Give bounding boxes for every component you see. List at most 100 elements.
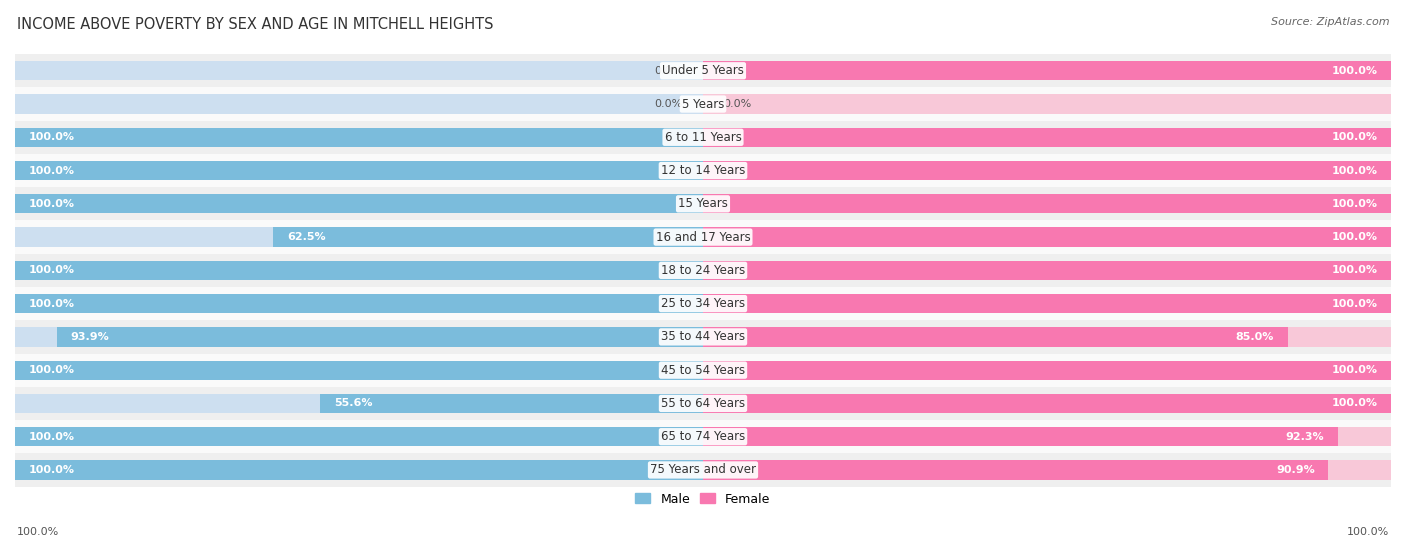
Bar (703, 361, 1391, 380)
Bar (703, 394, 1391, 413)
Text: 85.0%: 85.0% (1236, 332, 1274, 342)
Bar (15, 228, 703, 247)
Bar (703, 460, 1391, 480)
Bar (15, 194, 703, 214)
Text: 92.3%: 92.3% (1285, 432, 1324, 442)
Bar (703, 394, 1391, 413)
Bar (703, 194, 1391, 214)
Bar (703, 327, 1288, 347)
Text: 100.0%: 100.0% (28, 432, 75, 442)
Bar (15, 260, 703, 280)
Bar (15, 387, 1391, 420)
Bar (703, 161, 1391, 180)
Bar (703, 460, 1329, 480)
Bar (703, 94, 1391, 113)
Text: 90.9%: 90.9% (1275, 465, 1315, 475)
Bar (15, 121, 1391, 154)
Bar (15, 327, 703, 347)
Text: 35 to 44 Years: 35 to 44 Years (661, 330, 745, 343)
Bar (15, 220, 1391, 254)
Bar (703, 260, 1391, 280)
Text: 100.0%: 100.0% (28, 365, 75, 375)
Text: 45 to 54 Years: 45 to 54 Years (661, 364, 745, 377)
Text: 100.0%: 100.0% (28, 465, 75, 475)
Bar (703, 161, 1391, 180)
Bar (15, 394, 703, 413)
Bar (15, 127, 703, 147)
Bar (15, 427, 703, 446)
Bar (703, 61, 1391, 80)
Text: 15 Years: 15 Years (678, 197, 728, 210)
Text: 100.0%: 100.0% (1347, 527, 1389, 537)
Bar (15, 127, 703, 147)
Text: 100.0%: 100.0% (1331, 132, 1378, 143)
Bar (15, 287, 1391, 320)
Bar (15, 320, 1391, 353)
Text: Under 5 Years: Under 5 Years (662, 64, 744, 77)
Text: 100.0%: 100.0% (1331, 365, 1378, 375)
Bar (15, 460, 703, 480)
Bar (15, 61, 703, 80)
Bar (703, 228, 1391, 247)
Bar (15, 161, 703, 180)
Bar (703, 127, 1391, 147)
Text: 0.0%: 0.0% (654, 66, 682, 76)
Bar (15, 161, 703, 180)
Bar (15, 54, 1391, 87)
Bar (703, 127, 1391, 147)
Text: 5 Years: 5 Years (682, 97, 724, 111)
Text: 100.0%: 100.0% (1331, 266, 1378, 276)
Text: 100.0%: 100.0% (1331, 232, 1378, 242)
Bar (703, 61, 1391, 80)
Bar (703, 260, 1391, 280)
Bar (15, 187, 1391, 220)
Text: 55.6%: 55.6% (335, 399, 373, 409)
Bar (15, 294, 703, 313)
Text: 75 Years and over: 75 Years and over (650, 463, 756, 476)
Bar (15, 87, 1391, 121)
Text: 12 to 14 Years: 12 to 14 Years (661, 164, 745, 177)
Bar (15, 361, 703, 380)
Text: Source: ZipAtlas.com: Source: ZipAtlas.com (1271, 17, 1389, 27)
Bar (15, 353, 1391, 387)
Text: INCOME ABOVE POVERTY BY SEX AND AGE IN MITCHELL HEIGHTS: INCOME ABOVE POVERTY BY SEX AND AGE IN M… (17, 17, 494, 32)
Bar (15, 260, 703, 280)
Bar (703, 194, 1391, 214)
Legend: Male, Female: Male, Female (630, 487, 776, 510)
Bar (15, 254, 1391, 287)
Bar (15, 427, 703, 446)
Text: 93.9%: 93.9% (70, 332, 110, 342)
Text: 100.0%: 100.0% (1331, 199, 1378, 209)
Text: 100.0%: 100.0% (28, 299, 75, 309)
Bar (703, 294, 1391, 313)
Bar (15, 460, 703, 480)
Text: 0.0%: 0.0% (654, 99, 682, 109)
Bar (703, 427, 1339, 446)
Text: 100.0%: 100.0% (1331, 165, 1378, 176)
Bar (273, 228, 703, 247)
Text: 100.0%: 100.0% (28, 199, 75, 209)
Text: 65 to 74 Years: 65 to 74 Years (661, 430, 745, 443)
Bar (703, 361, 1391, 380)
Bar (703, 228, 1391, 247)
Bar (703, 294, 1391, 313)
Text: 100.0%: 100.0% (1331, 299, 1378, 309)
Text: 100.0%: 100.0% (28, 132, 75, 143)
Text: 0.0%: 0.0% (724, 99, 752, 109)
Text: 100.0%: 100.0% (28, 266, 75, 276)
Bar (321, 394, 703, 413)
Bar (58, 327, 703, 347)
Text: 100.0%: 100.0% (17, 527, 59, 537)
Bar (703, 327, 1391, 347)
Text: 100.0%: 100.0% (28, 165, 75, 176)
Text: 62.5%: 62.5% (287, 232, 325, 242)
Bar (15, 194, 703, 214)
Bar (703, 427, 1391, 446)
Text: 18 to 24 Years: 18 to 24 Years (661, 264, 745, 277)
Bar (15, 453, 1391, 486)
Bar (15, 94, 703, 113)
Text: 100.0%: 100.0% (1331, 66, 1378, 76)
Bar (15, 294, 703, 313)
Text: 6 to 11 Years: 6 to 11 Years (665, 131, 741, 144)
Text: 100.0%: 100.0% (1331, 399, 1378, 409)
